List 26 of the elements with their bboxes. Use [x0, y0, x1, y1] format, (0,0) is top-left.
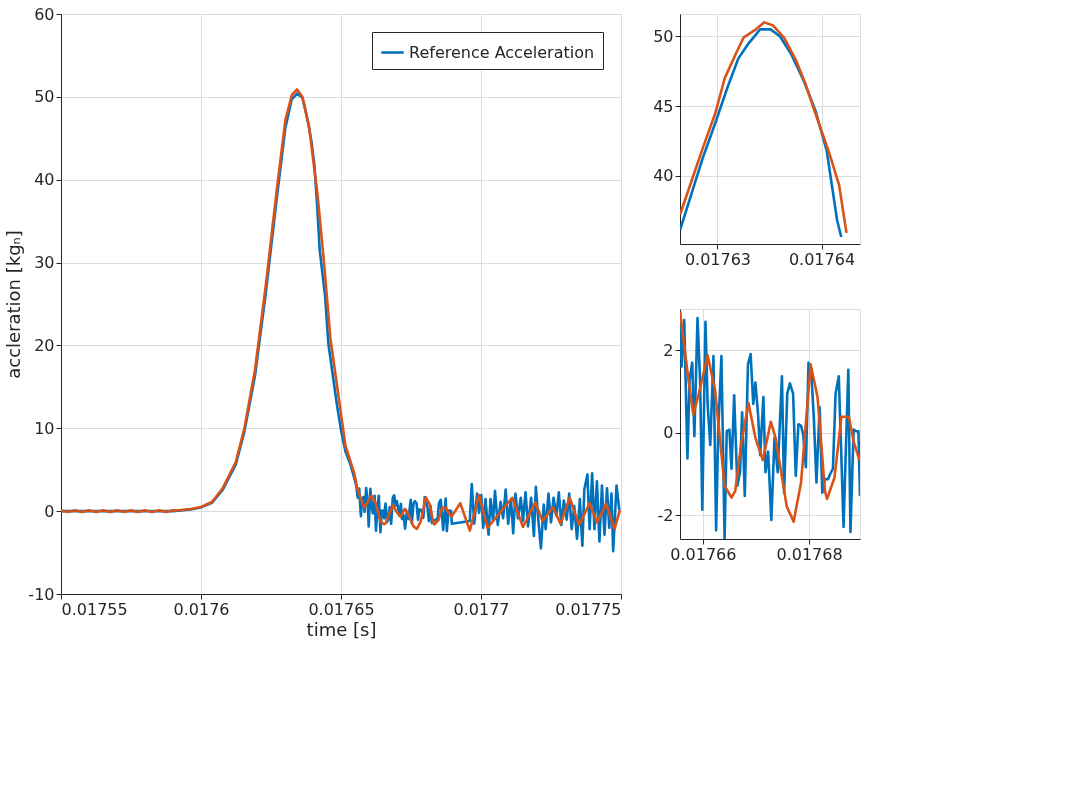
x-tick-label: 0.01765 — [308, 599, 375, 619]
y-tick-label: 10 — [34, 418, 55, 438]
y-tick-label: 20 — [34, 335, 55, 355]
y-tick-label: 45 — [653, 96, 674, 116]
x-tick-label: 0.01768 — [776, 544, 843, 564]
y-tick-label: 2 — [663, 340, 674, 360]
y-axis-title: accleration [kgₙ] — [3, 230, 25, 379]
legend-label: Reference Acceleration — [409, 42, 595, 62]
y-tick-label: 40 — [34, 170, 55, 190]
x-tick-label: 0.01763 — [684, 249, 752, 269]
y-tick-label: 0 — [663, 423, 674, 443]
x-tick-label: 0.01755 — [61, 599, 128, 619]
y-tick-label: -10 — [28, 584, 55, 604]
x-tick-label: 0.01775 — [555, 599, 622, 619]
y-tick-label: 30 — [34, 253, 55, 273]
y-tick-label: -2 — [657, 505, 674, 525]
x-axis-title: time [s] — [306, 618, 377, 640]
y-tick-label: 40 — [653, 166, 674, 186]
x-tick-label: 0.0177 — [453, 599, 510, 619]
x-tick-label: 0.01764 — [788, 249, 856, 269]
x-tick-label: 0.0176 — [173, 599, 230, 619]
y-tick-label: 60 — [34, 4, 55, 24]
y-tick-label: 50 — [653, 26, 674, 46]
y-tick-label: 50 — [34, 87, 55, 107]
x-tick-label: 0.01766 — [670, 544, 737, 564]
y-tick-label: 0 — [44, 501, 55, 521]
